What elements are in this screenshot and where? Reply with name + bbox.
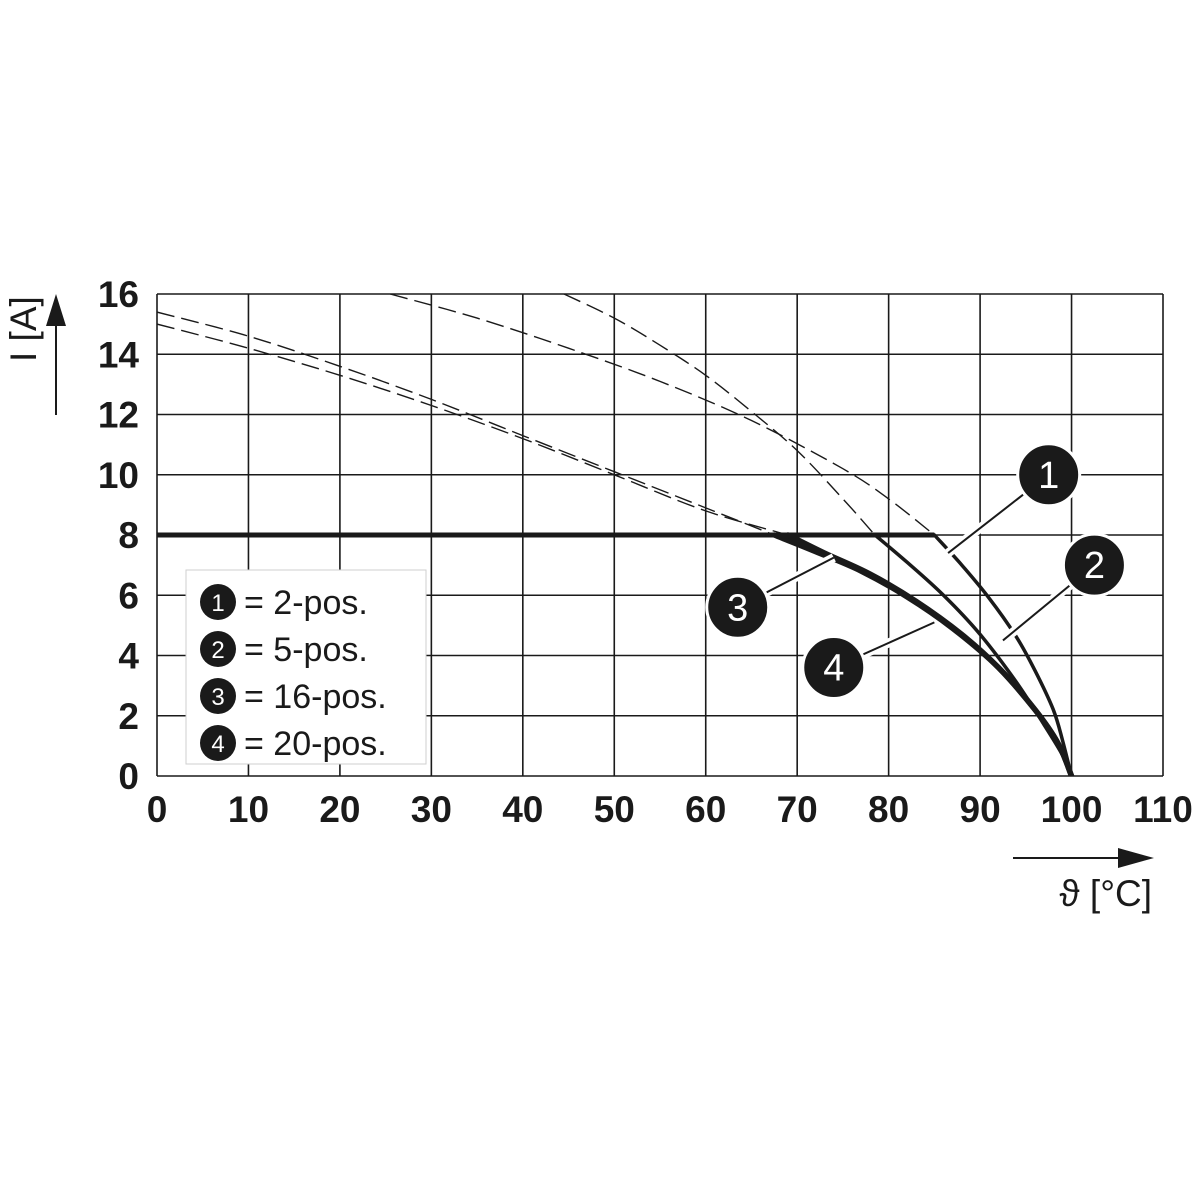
series-1-solid-line bbox=[932, 533, 1074, 776]
legend-badge-number: 4 bbox=[211, 731, 224, 758]
y-axis-title: I [A] bbox=[3, 294, 66, 415]
x-tick-label: 30 bbox=[411, 789, 452, 830]
legend-item: 2 = 5-pos. bbox=[200, 631, 368, 669]
x-tick-label: 100 bbox=[1041, 789, 1103, 830]
x-axis-arrow-head bbox=[1118, 848, 1154, 868]
legend-badge bbox=[200, 584, 236, 620]
x-axis-title: ϑ [°C] bbox=[1013, 848, 1154, 914]
callout-badge bbox=[801, 635, 867, 701]
y-tick-label: 12 bbox=[98, 395, 139, 436]
x-tick-label: 110 bbox=[1133, 789, 1193, 830]
callout-badge bbox=[1016, 442, 1082, 508]
series-2-dashed-line bbox=[563, 294, 876, 536]
x-tick-label: 70 bbox=[777, 789, 818, 830]
x-tick-label: 80 bbox=[868, 789, 909, 830]
legend-label: = 2-pos. bbox=[244, 584, 368, 622]
callout-badge bbox=[1061, 532, 1127, 598]
x-tick-label: 50 bbox=[594, 789, 635, 830]
callout-4: 4 bbox=[801, 618, 937, 701]
y-tick-label: 2 bbox=[118, 696, 139, 737]
legend-item: 4 = 20-pos. bbox=[200, 725, 387, 763]
legend-label: = 16-pos. bbox=[244, 678, 387, 716]
series-4-solid-line bbox=[785, 532, 1075, 776]
x-tick-label: 10 bbox=[228, 789, 269, 830]
x-tick-label: 90 bbox=[960, 789, 1001, 830]
y-tick-label: 16 bbox=[98, 274, 139, 315]
series-3-dashed-line bbox=[157, 311, 775, 536]
x-axis-label: ϑ [°C] bbox=[1059, 873, 1152, 914]
x-tick-label: 60 bbox=[685, 789, 726, 830]
callout-2: 2 bbox=[1000, 532, 1127, 644]
y-tick-label: 10 bbox=[98, 455, 139, 496]
legend-badge-number: 3 bbox=[211, 684, 224, 711]
legend-item: 1 = 2-pos. bbox=[200, 584, 368, 622]
y-tick-label: 0 bbox=[118, 756, 139, 797]
y-tick-label: 6 bbox=[118, 575, 139, 616]
legend-label: = 20-pos. bbox=[244, 725, 387, 763]
legend: 1 = 2-pos. 2 = 5-pos. 3 = 16-pos. 4 = 20-pos. bbox=[185, 569, 427, 765]
legend-badge bbox=[200, 631, 236, 667]
series-4-dashed-line bbox=[157, 323, 789, 536]
x-tick-label: 0 bbox=[147, 789, 168, 830]
x-tick-label: 20 bbox=[319, 789, 360, 830]
x-tick-label: 40 bbox=[502, 789, 543, 830]
series-1-dashed-line bbox=[390, 294, 935, 536]
y-tick-label: 14 bbox=[98, 334, 140, 375]
callout-number: 3 bbox=[727, 587, 748, 629]
legend-badge bbox=[200, 725, 236, 761]
callout-3: 3 bbox=[705, 553, 836, 640]
chart-callouts: 1 2 3 4 bbox=[705, 442, 1127, 701]
callout-badge bbox=[705, 574, 771, 640]
callout-number: 2 bbox=[1084, 545, 1105, 587]
y-tick-label: 8 bbox=[118, 515, 139, 556]
legend-label: = 5-pos. bbox=[244, 631, 368, 669]
callout-1: 1 bbox=[945, 442, 1082, 557]
legend-badge-number: 2 bbox=[211, 637, 224, 664]
legend-item: 3 = 16-pos. bbox=[200, 678, 387, 716]
legend-badge-number: 1 bbox=[211, 590, 224, 617]
y-axis-arrow-head bbox=[46, 294, 66, 326]
y-tick-label: 4 bbox=[118, 636, 139, 677]
callout-number: 4 bbox=[823, 648, 844, 690]
chart-curves bbox=[157, 294, 1075, 776]
y-axis-label: I [A] bbox=[3, 296, 44, 362]
callout-number: 1 bbox=[1038, 455, 1059, 497]
legend-badge bbox=[200, 678, 236, 714]
